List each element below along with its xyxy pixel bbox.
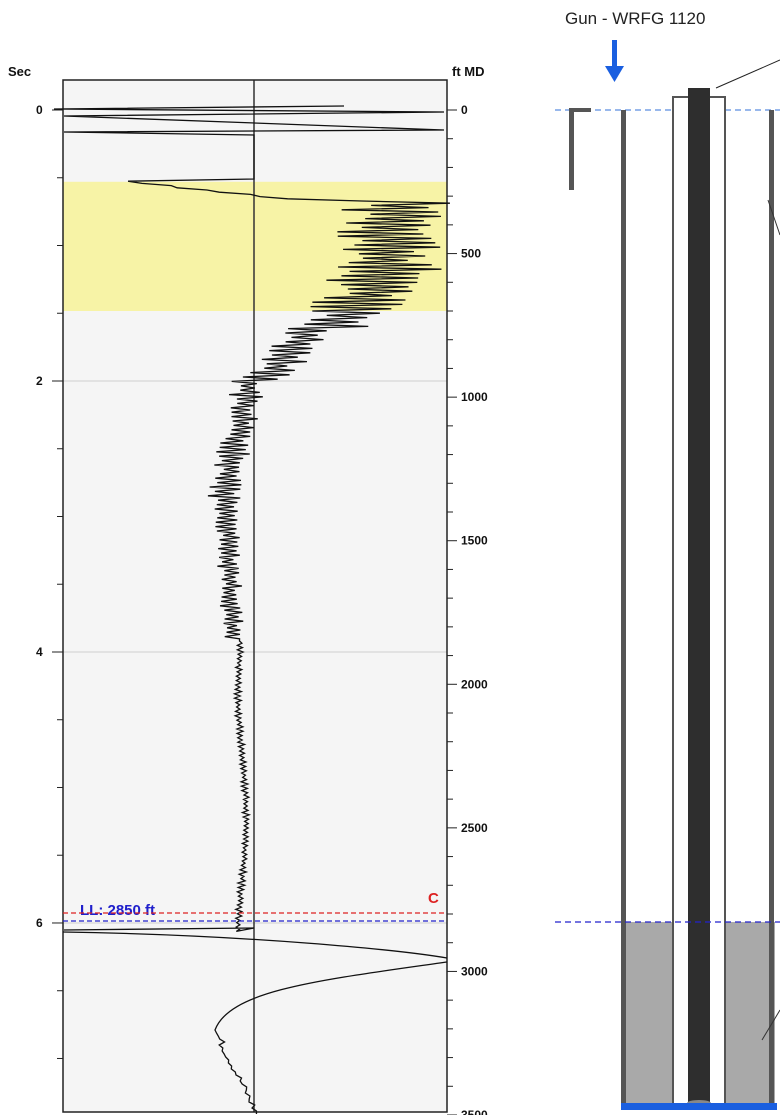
right-tick-label: 3000 [461, 964, 488, 978]
wellhead-cap [569, 108, 591, 112]
gridlines [63, 380, 447, 924]
right-axis-ticks: 0 500 1000 1500 2000 2500 3000 3500 [447, 103, 488, 1115]
highlight-band [63, 181, 447, 311]
down-arrow-icon [605, 40, 624, 82]
gun-leader-line [715, 59, 780, 89]
annulus-leader [767, 199, 780, 236]
wellbore-diagram: Gun - WRFG 1120 [555, 9, 780, 1110]
fluid-leader [761, 1009, 780, 1041]
right-tick-label: 1000 [461, 390, 488, 404]
tubing-string [688, 88, 710, 1105]
right-tick-label: 0 [461, 103, 468, 117]
depth-markers: LL: 2850 ft C [63, 890, 447, 922]
left-tick-label: 4 [36, 645, 43, 659]
plot-frame [62, 79, 448, 1113]
right-tick-label: 1500 [461, 534, 488, 548]
marker-label: LL: 2850 ft [80, 902, 155, 919]
left-axis-ticks: 0 2 4 6 [36, 103, 63, 1059]
left-tick-label: 0 [36, 103, 43, 117]
trace-panel: 0 2 4 6 0 500 1000 1500 2000 2500 3000 3500 Sec ft… [8, 64, 488, 1115]
casing-right-wall [769, 110, 774, 1105]
right-tick-label: 2000 [461, 677, 488, 691]
acoustic-trace [53, 105, 450, 1115]
left-tick-label: 2 [36, 374, 43, 388]
casing-left-wall [621, 110, 626, 1105]
right-tick-label: 3500 [461, 1108, 488, 1115]
right-axis-title: ft MD [452, 64, 485, 79]
left-axis-title: Sec [8, 64, 31, 79]
gun-label: Gun - WRFG 1120 [565, 9, 705, 28]
left-tick-label: 6 [36, 916, 43, 930]
wellhead-stub [569, 110, 574, 190]
well-bottom [621, 1103, 777, 1110]
marker-label: C [428, 890, 439, 907]
right-tick-label: 2500 [461, 821, 488, 835]
right-tick-label: 500 [461, 247, 481, 261]
